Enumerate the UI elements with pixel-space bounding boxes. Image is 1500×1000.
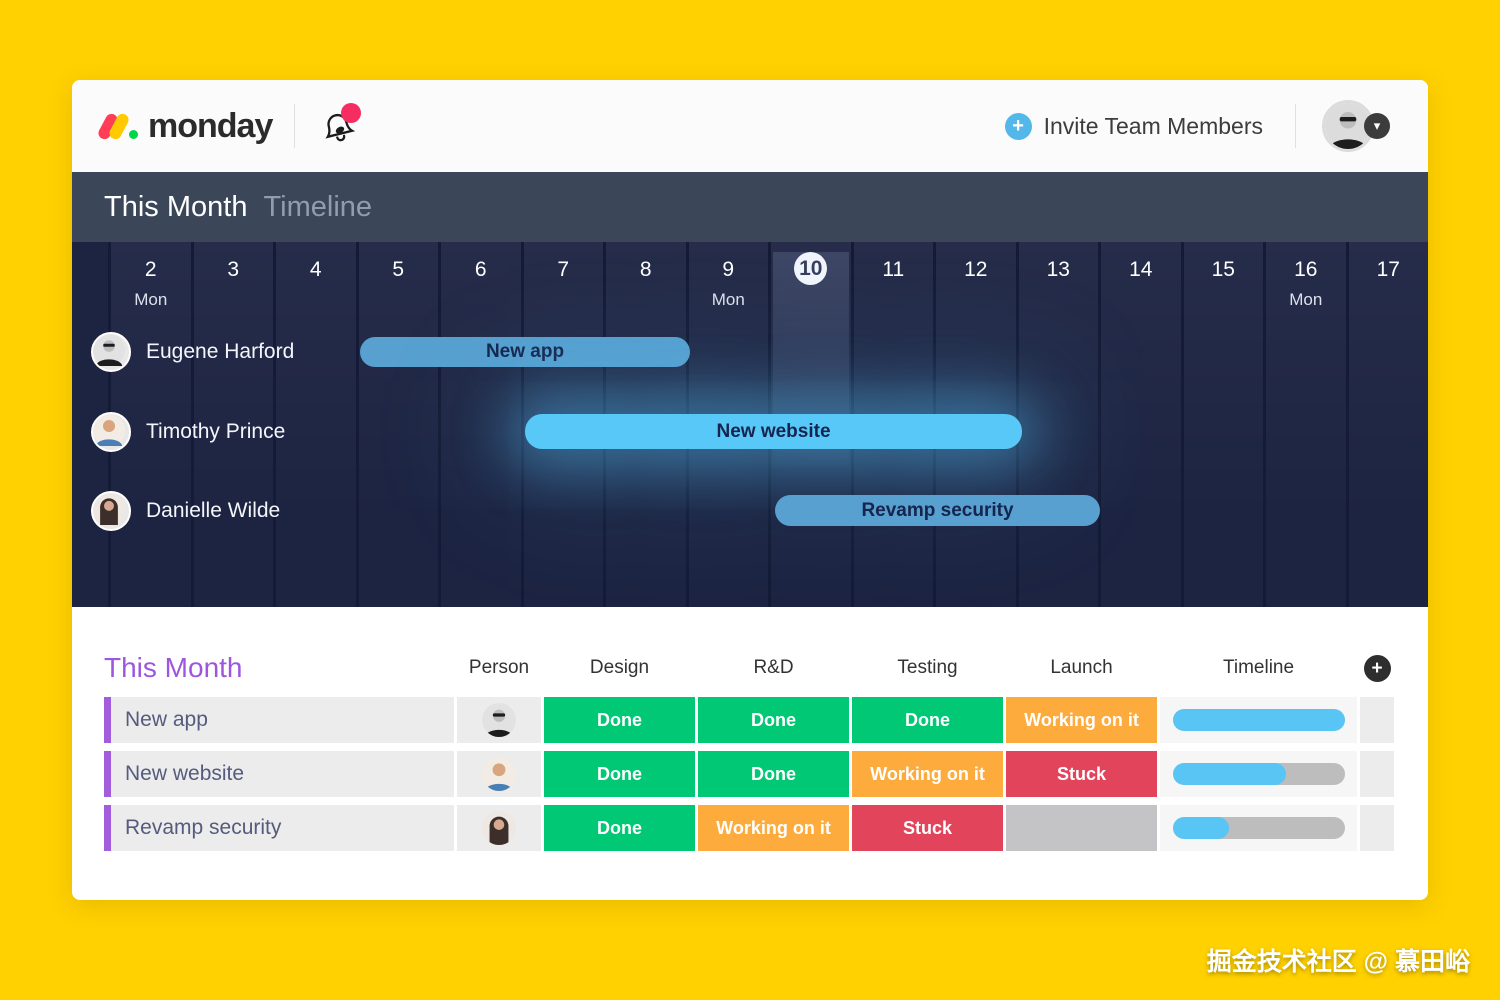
watermark-text: 掘金技术社区 @ 慕田峪 [1206, 948, 1470, 976]
person-cell[interactable] [457, 751, 541, 797]
timeline-bar-new-website[interactable]: New website [525, 414, 1022, 449]
day-column-5: 5 [355, 242, 438, 607]
gantt-row-timothy: Timothy Prince [72, 400, 1428, 464]
status-cell-launch[interactable] [1006, 805, 1157, 851]
status-cell-design[interactable]: Done [544, 697, 695, 743]
status-cell-testing[interactable]: Stuck [852, 805, 1003, 851]
status-cell-testing[interactable]: Working on it [852, 751, 1003, 797]
person-name: Eugene Harford [146, 340, 295, 363]
app-topbar: monday + Invite Team Members [72, 80, 1428, 172]
column-header-design: Design [589, 657, 650, 678]
task-name-cell[interactable]: Revamp security [104, 805, 454, 851]
account-menu[interactable]: ▾ [1322, 100, 1390, 152]
add-column-button[interactable]: + [1360, 654, 1394, 682]
notifications-bell-icon[interactable] [321, 103, 362, 143]
column-header-testing: Testing [897, 657, 958, 678]
gantt-row-eugene: Eugene Harford [72, 320, 1428, 384]
timeline-progress-cell[interactable] [1160, 805, 1357, 851]
board-view-label: Timeline [263, 190, 373, 223]
table-header: This Month Person Design R&D Testing Lau… [104, 639, 1396, 697]
status-cell-launch[interactable]: Working on it [1006, 697, 1157, 743]
empty-cell [1360, 751, 1394, 797]
invite-team-members-button[interactable]: + Invite Team Members [999, 112, 1269, 141]
avatar-eugene-harford [91, 332, 131, 372]
person-cell[interactable] [457, 697, 541, 743]
status-cell-rd[interactable]: Done [698, 751, 849, 797]
person-cell[interactable] [457, 805, 541, 851]
timeline-progress-cell[interactable] [1160, 751, 1357, 797]
avatar-eugene-harford [482, 703, 516, 737]
column-header-launch: Launch [1050, 657, 1113, 678]
day-column-16: 16 Mon [1263, 242, 1346, 607]
avatar-danielle-wilde [482, 811, 516, 845]
gantt-row-danielle: Danielle Wilde [72, 479, 1428, 543]
avatar-timothy-prince [91, 412, 131, 452]
plus-icon: + [1004, 112, 1032, 140]
plus-icon: + [1363, 654, 1391, 682]
status-cell-design[interactable]: Done [544, 805, 695, 851]
table-row-revamp-security: Revamp security Done Working on it Stuck [104, 805, 1396, 851]
person-name: Timothy Prince [146, 420, 286, 443]
avatar-danielle-wilde [91, 491, 131, 531]
board-title-text: This Month [104, 190, 248, 223]
day-column-3: 3 [190, 242, 273, 607]
table-row-new-app: New app Done Done Done Working on it [104, 697, 1396, 743]
board-header: This Month Timeline [72, 172, 1428, 242]
status-cell-testing[interactable]: Done [852, 697, 1003, 743]
status-cell-rd[interactable]: Working on it [698, 805, 849, 851]
timeline-bar-new-app[interactable]: New app [360, 337, 690, 367]
monday-logo-icon [96, 111, 138, 141]
today-indicator: 10 [794, 252, 828, 285]
monday-logo-text: monday [148, 106, 273, 145]
progress-bar [1172, 709, 1345, 731]
task-name-cell[interactable]: New app [104, 697, 454, 743]
day-column-15: 15 [1180, 242, 1263, 607]
day-column-6: 6 [438, 242, 521, 607]
day-column-14: 14 [1098, 242, 1181, 607]
divider [1295, 104, 1296, 148]
status-cell-design[interactable]: Done [544, 751, 695, 797]
column-header-rd: R&D [753, 657, 794, 678]
avatar-timothy-prince [482, 757, 516, 791]
timeline-gantt: 2 Mon 3 4 5 6 7 8 9 Mon 10 11 12 13 14 15 … [72, 242, 1428, 607]
board-title: This Month Timeline [104, 191, 372, 224]
divider [294, 104, 296, 148]
empty-cell [1360, 697, 1394, 743]
status-cell-launch[interactable]: Stuck [1006, 751, 1157, 797]
person-name: Danielle Wilde [146, 499, 281, 522]
table-title: This Month [104, 652, 243, 683]
board-table: This Month Person Design R&D Testing Lau… [72, 639, 1428, 851]
invite-label: Invite Team Members [1043, 112, 1263, 139]
monday-logo[interactable]: monday [96, 106, 273, 146]
monday-app-window: monday + Invite Team Members [72, 80, 1428, 900]
column-header-person: Person [468, 657, 530, 678]
day-column-4: 4 [273, 242, 356, 607]
day-column-17: 17 [1345, 242, 1428, 607]
table-row-new-website: New website Done Done Working on it Stuc… [104, 751, 1396, 797]
progress-bar [1172, 763, 1345, 785]
status-cell-rd[interactable]: Done [698, 697, 849, 743]
timeline-progress-cell[interactable] [1160, 697, 1357, 743]
progress-bar [1172, 817, 1345, 839]
notification-badge [341, 103, 362, 123]
chevron-down-icon[interactable]: ▾ [1364, 113, 1390, 139]
timeline-bar-revamp-security[interactable]: Revamp security [775, 495, 1100, 526]
task-name-cell[interactable]: New website [104, 751, 454, 797]
empty-cell [1360, 805, 1394, 851]
column-header-timeline: Timeline [1222, 657, 1295, 678]
